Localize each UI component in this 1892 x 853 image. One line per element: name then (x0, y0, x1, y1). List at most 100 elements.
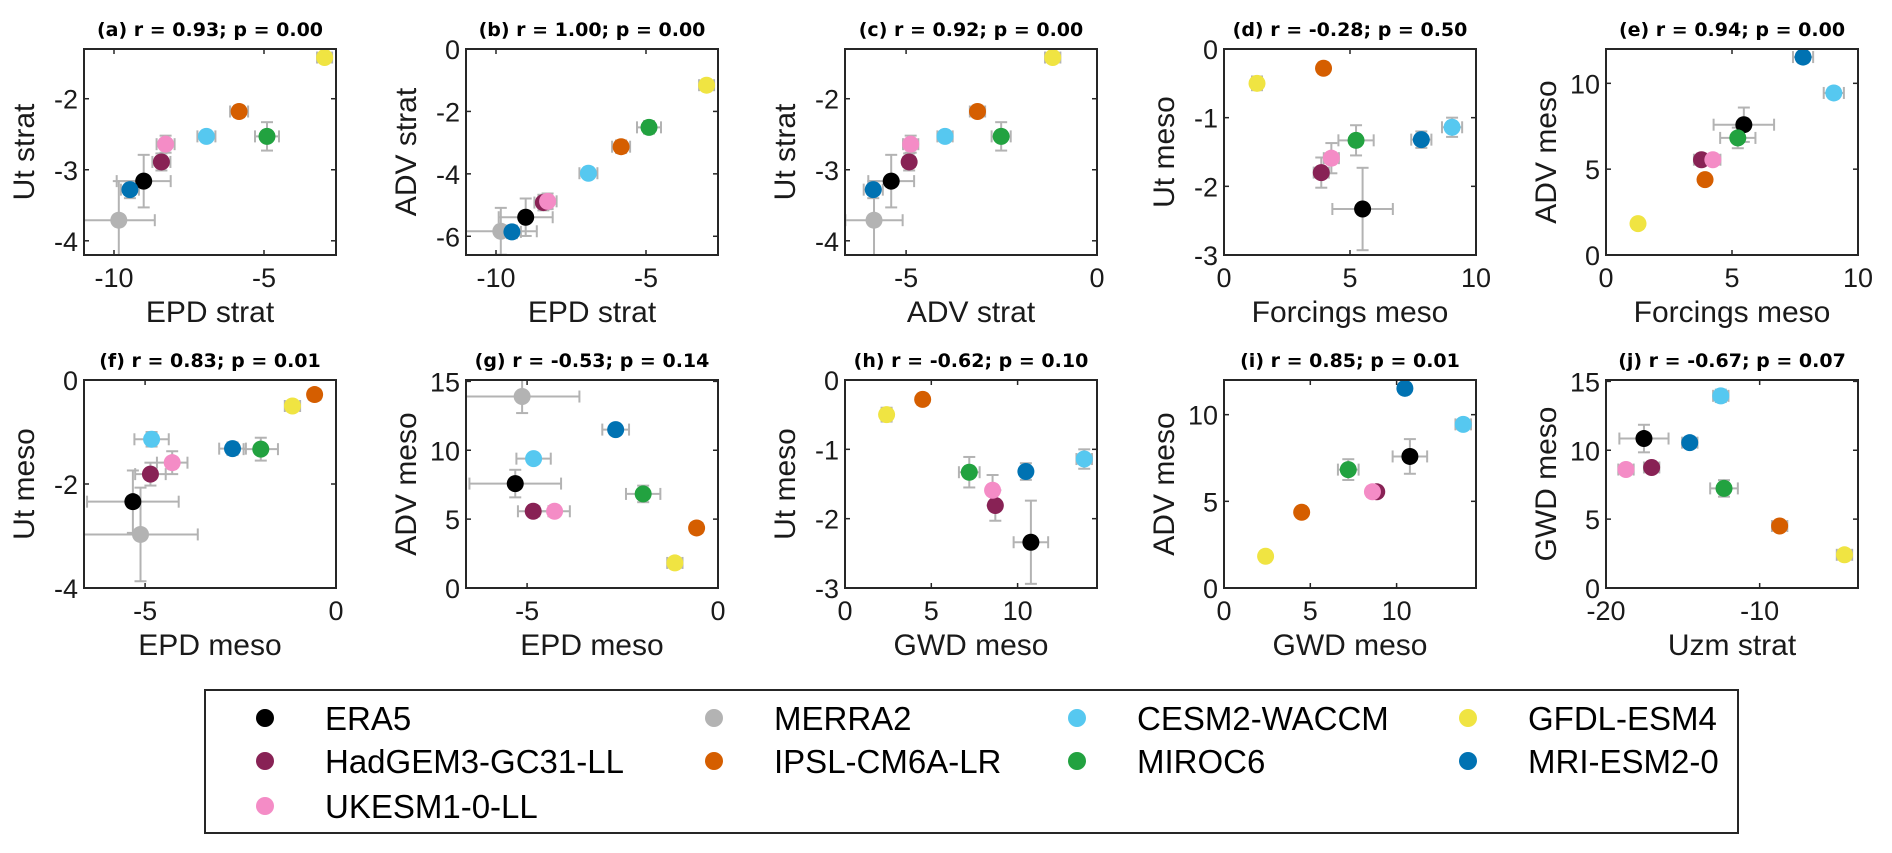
data-point (1794, 49, 1812, 66)
legend-marker (1459, 709, 1477, 727)
x-axis-label: EPD meso (138, 629, 281, 662)
data-point (1729, 129, 1747, 147)
data-point (1396, 380, 1414, 397)
y-tick-label: -4 (815, 227, 839, 257)
data-point (936, 127, 954, 145)
data-point (1354, 200, 1372, 218)
x-tick-label: 0 (837, 596, 852, 626)
y-tick-label: -3 (1194, 241, 1218, 271)
y-tick-label: 15 (430, 367, 460, 397)
panel-e: (e) r = 0.94; p = 0.00 0 5 10 0 5 10 Forcings m… (1530, 19, 1873, 329)
legend-item: MRI-ESM2-0 (1459, 743, 1719, 780)
data-layer (1257, 380, 1472, 565)
legend-label: MERRA2 (774, 700, 912, 737)
data-point (1704, 151, 1722, 169)
data-point (306, 386, 324, 404)
data-layer (84, 386, 324, 583)
x-tick-label: 0 (1598, 263, 1613, 293)
panel-g: (g) r = -0.53; p = 0.14 -5 0 0 5 10 15 EPD meso… (390, 350, 726, 662)
data-point (960, 463, 978, 481)
axes-frame (1605, 379, 1859, 589)
data-point (152, 153, 170, 171)
y-tick-label: -4 (54, 574, 78, 604)
legend-item: MIROC6 (1068, 743, 1265, 780)
legend-label: CESM2-WACCM (1137, 700, 1389, 737)
y-axis-label: Ut meso (8, 428, 41, 540)
data-point (163, 454, 181, 472)
data-point (539, 192, 557, 210)
y-axis-label: Ut strat (8, 103, 41, 200)
x-axis-label: Forcings meso (1252, 296, 1449, 329)
data-point (986, 496, 1004, 514)
x-tick-label: -20 (1586, 596, 1625, 626)
y-tick-label: -3 (815, 156, 839, 186)
y-axis-label: Ut meso (1148, 96, 1181, 208)
data-point (607, 421, 625, 439)
x-axis-label: GWD meso (893, 629, 1048, 662)
data-layer (1629, 49, 1845, 233)
x-tick-label: -10 (1740, 596, 1779, 626)
legend-marker (256, 709, 274, 727)
y-tick-label: -2 (54, 85, 78, 115)
legend-label: UKESM1-0-LL (325, 788, 538, 825)
y-axis-label: ADV meso (1530, 80, 1563, 223)
data-point (230, 103, 248, 121)
legend-marker (705, 709, 723, 727)
data-point (865, 211, 883, 229)
panel-title: (d) r = -0.28; p = 0.50 (1233, 19, 1468, 41)
x-tick-label: 5 (924, 596, 939, 626)
panel-j: (j) r = -0.67; p = 0.07 -20 -10 0 5 10 15 Uzm s… (1530, 350, 1859, 662)
data-point (1617, 461, 1635, 479)
legend-marker (256, 752, 274, 770)
data-point (984, 481, 1002, 499)
x-tick-label: 10 (1461, 263, 1491, 293)
legend-frame (204, 689, 1739, 834)
data-point (157, 135, 175, 153)
legend: ERA5 HadGEM3-GC31-LL UKESM1-0-LL MERRA2 IPSL… (204, 689, 1739, 834)
data-point (517, 208, 535, 226)
panel-title: (f) r = 0.83; p = 0.01 (99, 350, 321, 372)
panel-title: (c) r = 0.92; p = 0.00 (859, 19, 1083, 41)
y-tick-label: -4 (54, 227, 78, 257)
data-point (698, 76, 716, 94)
y-axis-label: ADV strat (390, 87, 423, 216)
data-point (132, 525, 150, 543)
data-point (666, 554, 684, 572)
y-axis-label: Ut strat (769, 103, 802, 200)
x-tick-label: -5 (133, 596, 157, 626)
data-point (1022, 533, 1040, 551)
data-point (124, 493, 142, 511)
data-point (1825, 84, 1843, 102)
data-point (1696, 171, 1714, 189)
data-point (224, 440, 242, 458)
data-point (1629, 215, 1647, 233)
y-tick-label: 5 (1585, 155, 1600, 185)
data-layer (466, 380, 706, 572)
panel-d: (d) r = -0.28; p = 0.50 0 5 10 -3 -2 -1 0 Forcin… (1148, 19, 1491, 329)
y-tick-label: 0 (1585, 241, 1600, 271)
y-tick-label: 0 (1203, 574, 1218, 604)
legend-item: MERRA2 (705, 700, 912, 737)
data-point (1735, 116, 1753, 134)
legend-item: HadGEM3-GC31-LL (256, 743, 624, 780)
legend-marker (1068, 752, 1086, 770)
data-point (524, 502, 542, 520)
y-axis-label: GWD meso (1530, 406, 1563, 561)
y-tick-label: 10 (1570, 69, 1600, 99)
x-axis-label: GWD meso (1272, 629, 1427, 662)
data-point (688, 519, 706, 537)
x-tick-label: 0 (1089, 263, 1104, 293)
data-point (1347, 131, 1365, 149)
data-point (968, 103, 986, 121)
data-point (1312, 164, 1330, 182)
panel-title: (b) r = 1.00; p = 0.00 (479, 19, 706, 41)
x-tick-label: 5 (1342, 263, 1357, 293)
data-point (900, 153, 918, 171)
y-tick-label: 10 (430, 436, 460, 466)
data-point (1044, 49, 1062, 67)
x-tick-label: -5 (894, 263, 918, 293)
data-point (546, 502, 564, 520)
legend-label: HadGEM3-GC31-LL (325, 743, 624, 780)
y-tick-label: 0 (824, 366, 839, 396)
legend-marker (256, 797, 274, 815)
